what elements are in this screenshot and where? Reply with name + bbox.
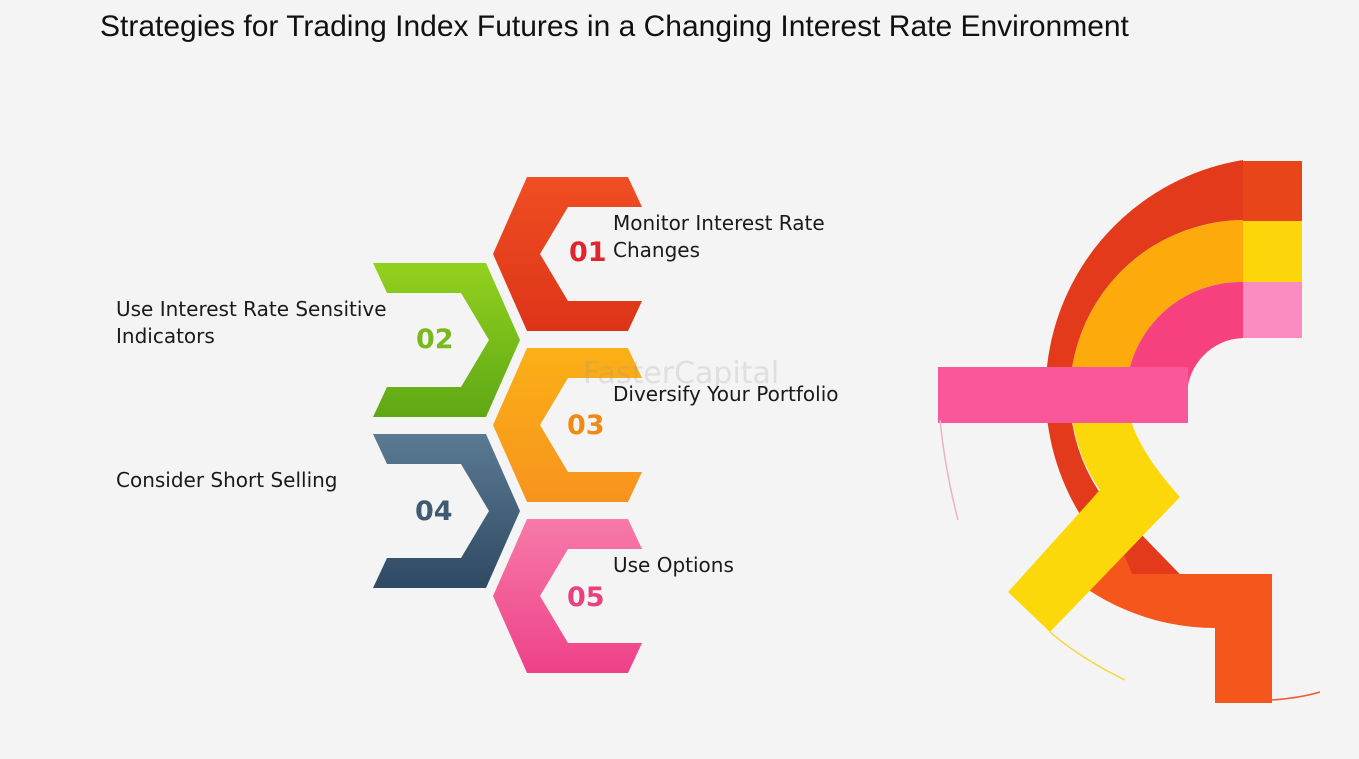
decor-thin-arc [939, 419, 959, 521]
watermark: FasterCapital [583, 356, 780, 391]
step-03-label: Diversify Your Portfolio [613, 381, 839, 408]
decor-middle-band [1070, 220, 1243, 395]
step-04-label-line-1: Consider Short Selling [116, 468, 338, 492]
decor-thin-arc-yellow [1049, 631, 1126, 681]
step-04-chevron [373, 434, 520, 588]
step-02-label-line-1: Use Interest Rate Sensitive [116, 297, 387, 321]
decor-swatch-pink [1243, 282, 1302, 338]
decor-inner-band [1126, 281, 1243, 395]
step-03: 03 [493, 348, 642, 502]
decor-thin-arc-bottom [1271, 691, 1321, 701]
page-title: Strategies for Trading Index Futures in … [100, 10, 1129, 43]
step-01-label-line-1: Monitor Interest Rate [613, 211, 825, 235]
step-01-chevron [493, 177, 642, 331]
decor-swatch-yellow [1243, 221, 1302, 282]
step-02-chevron [373, 263, 520, 417]
step-04: 04 [373, 434, 520, 588]
step-04-label: Consider Short Selling [116, 467, 338, 494]
step-01-label: Monitor Interest Rate Changes [613, 210, 825, 264]
step-05-label-line-1: Use Options [613, 553, 734, 577]
step-02-number: 02 [416, 324, 454, 355]
step-05: 05 [493, 519, 642, 673]
step-03-number: 03 [567, 410, 605, 441]
step-01-number: 01 [569, 237, 607, 268]
decor-pink-bar [938, 367, 1188, 423]
step-05-number: 05 [567, 582, 605, 613]
step-02: 02 [373, 263, 520, 417]
decor-swatch-red [1243, 161, 1302, 221]
step-01: 01 [493, 177, 642, 331]
step-05-chevron [493, 519, 642, 673]
step-04-number: 04 [415, 496, 453, 527]
step-03-label-line-1: Diversify Your Portfolio [613, 382, 839, 406]
step-05-label: Use Options [613, 552, 734, 579]
step-03-chevron [493, 348, 642, 502]
step-02-label: Use Interest Rate Sensitive Indicators [116, 296, 387, 350]
step-01-label-line-2: Changes [613, 238, 700, 262]
decor-yellow-leg [1008, 395, 1180, 632]
decorative-arcs [938, 160, 1321, 703]
step-02-label-line-2: Indicators [116, 324, 215, 348]
